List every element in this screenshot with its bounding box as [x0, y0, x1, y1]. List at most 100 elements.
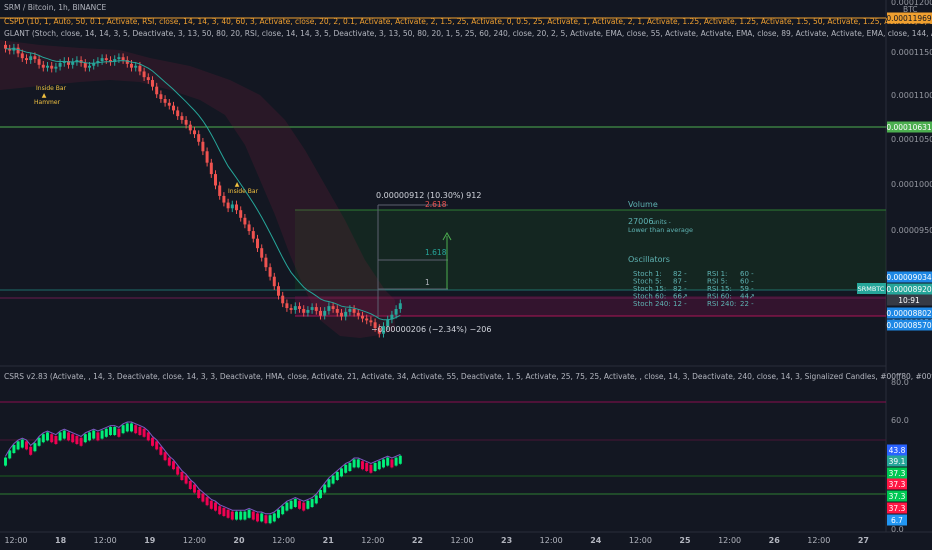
osc-rsi-val: 44↗: [740, 293, 755, 301]
osc-bar: [12, 445, 16, 453]
osc-bar: [46, 432, 49, 441]
band-cloud: [0, 40, 395, 338]
candle-body: [151, 80, 154, 87]
candle-body: [314, 307, 318, 311]
candle-body: [121, 57, 125, 61]
osc-bar: [289, 500, 293, 509]
time-axis-label: 22: [412, 536, 423, 545]
time-axis-label: 12:00: [540, 536, 563, 545]
candle-body: [167, 102, 171, 106]
price-badges: 0.00011969 0.00010631 0.00009034 0.00008920…: [886, 12, 932, 331]
osc-bar: [323, 484, 327, 493]
osc-stoch-label: Stoch 15:: [633, 285, 666, 293]
oscillators-title: Oscillators: [628, 255, 670, 264]
target-arrow-head: [442, 231, 452, 241]
osc-bar: [50, 434, 54, 443]
osc-bar: [163, 452, 167, 461]
time-axis: 12:00 18 12:00 19 12:00 20 12:00 21 12:00 22 12:00…: [4, 536, 869, 545]
candle-body: [235, 204, 238, 211]
osc-bar: [373, 463, 377, 471]
candle-body: [310, 307, 314, 310]
candle-body: [134, 65, 138, 68]
osc-bar: [113, 427, 117, 435]
osc-bar: [130, 423, 133, 432]
time-axis-label: 19: [144, 536, 156, 545]
time-axis-label: 12:00: [629, 536, 652, 545]
lower-pane-title[interactable]: CSRS v2.83 (Activate, , 14, 3, Deactivat…: [4, 372, 932, 381]
indicator-cspd-label[interactable]: CSPD (10, 1, Auto, 50, 0.1, Activate, RS…: [4, 17, 932, 26]
fib-zone-red: [295, 296, 886, 316]
lower-badge-bg: [887, 444, 907, 456]
osc-histogram: [4, 422, 402, 525]
candle-body: [20, 53, 24, 59]
osc-bar: [302, 502, 306, 511]
osc-stoch-val: 82 -: [673, 270, 687, 278]
osc-bar: [205, 497, 209, 506]
osc-bar: [37, 437, 41, 446]
chart-title: SRM / Bitcoin, 1h, BINANCE: [4, 3, 106, 12]
candle-body: [184, 119, 188, 125]
lower-badge: 39.1: [889, 457, 906, 466]
osc-bar: [377, 461, 381, 470]
price-badge: 0.00009034: [886, 273, 932, 282]
time-axis-label: 27: [858, 536, 869, 545]
candle-body: [142, 71, 146, 78]
price-badge-bg: [887, 121, 932, 133]
candle-body: [356, 312, 360, 316]
lower-badge-bg: [887, 455, 907, 467]
symbol-tag: SRMBTC: [858, 285, 885, 293]
osc-bar: [88, 432, 91, 441]
candle-body: [327, 306, 331, 311]
candle-body: [352, 308, 356, 313]
candle-body: [222, 195, 226, 203]
osc-bar: [235, 511, 238, 520]
candle-body: [155, 86, 159, 95]
time-axis-label: 26: [769, 536, 781, 545]
osc-bar: [230, 511, 234, 520]
osc-stoch-val: 87 -: [673, 278, 687, 286]
candle-body: [377, 327, 381, 334]
indicator-glant-label[interactable]: GLANT (Stoch, close, 14, 14, 3, 5, Deact…: [4, 29, 932, 38]
candle-body: [281, 295, 285, 304]
volume-note: Lower than average: [628, 226, 693, 234]
candle-body: [113, 59, 117, 62]
osc-bar: [369, 464, 373, 473]
osc-bar: [4, 457, 7, 466]
osc-stoch-val: 12 -: [673, 300, 687, 308]
osc-bar: [226, 509, 230, 518]
osc-bar: [151, 437, 154, 446]
candle-body: [335, 308, 339, 313]
lower-axis: 80.0 60.0 0.0: [891, 378, 909, 534]
osc-bar: [272, 513, 276, 522]
candle-body: [25, 58, 28, 61]
osc-signal-line: [5, 421, 401, 515]
candle-body: [293, 306, 297, 310]
osc-bar: [188, 481, 192, 489]
price-badge: 0.00008570: [886, 321, 932, 330]
osc-bar: [20, 439, 24, 448]
price-badge-bg: [887, 12, 932, 24]
volume-value: 27006: [628, 217, 653, 226]
time-axis-label: 20: [233, 536, 245, 545]
osc-bar: [197, 490, 201, 498]
candle-body: [188, 124, 192, 131]
candle-body: [100, 58, 104, 62]
pattern-inside-bar-2: Inside Bar: [228, 188, 259, 195]
candle-body: [289, 308, 293, 310]
candle-body: [230, 204, 234, 209]
candle-body: [277, 286, 280, 296]
osc-bar: [33, 443, 37, 452]
candle-body: [197, 134, 201, 142]
candle-body: [272, 276, 276, 287]
osc-stoch-val: 82 -: [673, 285, 687, 293]
candle-body: [390, 314, 394, 320]
candle-body: [125, 60, 129, 64]
osc-bar: [310, 499, 314, 507]
candle-body: [109, 60, 112, 62]
pattern-arrow-2: ▲: [235, 181, 240, 188]
osc-bar: [361, 461, 364, 470]
osc-bar: [209, 500, 213, 509]
candle-body: [8, 48, 12, 51]
